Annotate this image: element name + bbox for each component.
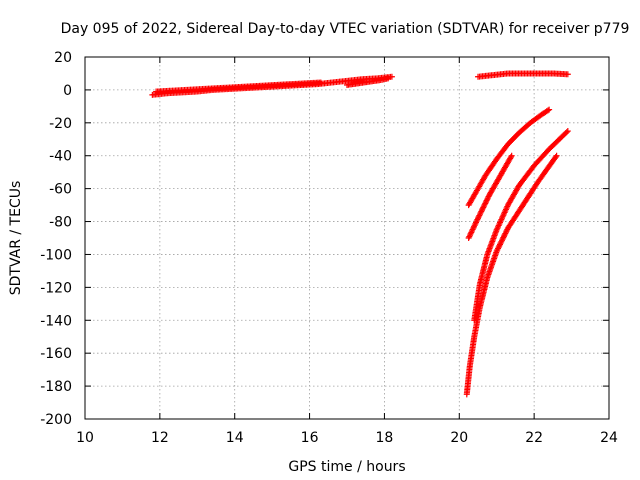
data-point-marker: [482, 200, 489, 207]
data-point-marker: [494, 246, 501, 253]
series-arc-1b: [153, 79, 324, 95]
data-point-marker: [477, 209, 484, 216]
data-point-marker: [553, 152, 560, 159]
series-arc-4: [465, 152, 515, 241]
data-point-marker: [507, 154, 514, 161]
y-tick-label: -60: [49, 182, 72, 198]
chart-title: Day 095 of 2022, Sidereal Day-to-day VTE…: [61, 21, 630, 37]
data-point-marker: [479, 205, 486, 212]
data-point-marker: [564, 71, 571, 78]
data-point-marker: [508, 152, 515, 159]
x-tick-label: 20: [450, 430, 468, 446]
x-tick-labels: 10 12 14 16 18 20 22 24: [76, 430, 618, 446]
data-point-marker: [552, 153, 559, 160]
y-tick-label: -80: [49, 215, 72, 231]
data-point-marker: [482, 198, 489, 205]
data-point-marker: [495, 245, 502, 252]
data-point-marker: [483, 197, 490, 204]
x-tick-label: 12: [151, 430, 169, 446]
y-tick-label: -180: [40, 379, 72, 395]
data-point-marker: [500, 233, 507, 240]
y-tick-label: -100: [40, 247, 72, 263]
data-point-marker: [563, 129, 570, 136]
y-tick-labels: 20 0 -20 -40 -60 -80 -100 -120 -140 -160 -180 -200: [40, 50, 72, 428]
series-arc-6: [463, 152, 560, 398]
data-point-marker: [503, 227, 510, 234]
series-arc-3: [465, 106, 553, 209]
data-point-marker: [475, 215, 481, 222]
data-point-marker: [317, 79, 324, 86]
data-point-marker: [475, 213, 482, 220]
data-point-marker: [484, 194, 491, 201]
data-point-marker: [501, 231, 508, 238]
x-tick-label: 16: [301, 430, 319, 446]
x-tick-label: 24: [600, 430, 618, 446]
data-point-marker: [481, 201, 488, 208]
series-arc-5: [471, 128, 571, 324]
series-arc-2: [475, 70, 571, 80]
data-point-marker: [497, 241, 504, 248]
y-tick-label: -40: [49, 149, 72, 165]
grid: [85, 57, 609, 419]
x-axis-label: GPS time / hours: [288, 459, 405, 475]
x-tick-label: 22: [525, 430, 543, 446]
data-point-marker: [385, 75, 392, 82]
data-point-marker: [480, 203, 487, 210]
data-point-marker: [493, 248, 500, 255]
y-tick-label: -20: [49, 116, 72, 132]
x-tick-label: 10: [76, 430, 94, 446]
data-point-marker: [498, 238, 505, 245]
data-point-marker: [495, 244, 502, 251]
data-point-marker: [478, 208, 485, 215]
data-point-marker: [502, 229, 509, 236]
y-tick-label: 20: [54, 50, 72, 66]
y-tick-label: -140: [40, 313, 72, 329]
data-point-marker: [476, 212, 483, 219]
series-arc-1c: [344, 75, 392, 88]
data-point-marker: [544, 107, 551, 114]
y-axis-label: SDTVAR / TECUs: [8, 181, 24, 296]
plot-frame: [84, 56, 610, 420]
x-tick-label: 14: [226, 430, 244, 446]
y-tick-label: -120: [40, 280, 72, 296]
data-point-marker: [478, 207, 485, 214]
data-point-marker: [499, 237, 505, 244]
plot-data: [149, 70, 571, 398]
data-point-marker: [497, 240, 504, 247]
data-point-marker: [484, 196, 491, 203]
data-point-marker: [496, 242, 503, 249]
data-point-marker: [502, 230, 509, 237]
data-point-marker: [388, 73, 395, 80]
data-point-marker: [480, 204, 487, 211]
data-point-marker: [499, 235, 506, 242]
x-tick-label: 18: [376, 430, 394, 446]
data-point-marker: [564, 128, 571, 135]
data-point-marker: [500, 234, 507, 241]
data-point-marker: [546, 106, 553, 113]
y-tick-label: -200: [40, 412, 72, 428]
y-tick-label: 0: [63, 83, 72, 99]
data-point-marker: [476, 211, 483, 218]
y-tick-label: -160: [40, 346, 72, 362]
